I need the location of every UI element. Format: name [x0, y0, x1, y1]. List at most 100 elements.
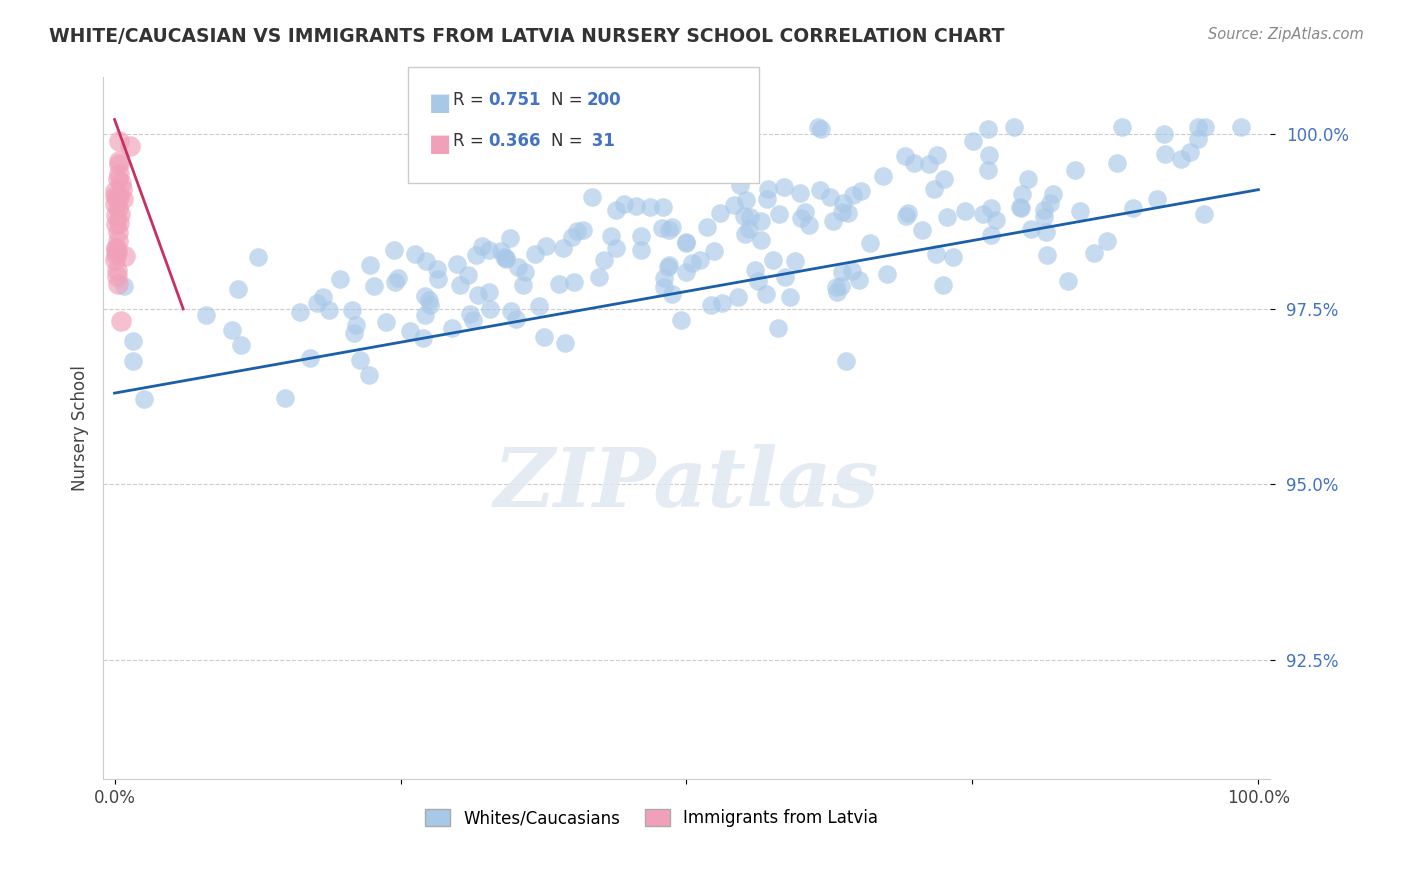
Point: [561, 229, 583, 244]
Point: [572, 223, 595, 237]
Point: [112, 192, 135, 206]
Point: [831, 196, 853, 211]
Point: [703, 244, 725, 259]
Point: [536, 239, 558, 253]
Point: [605, 241, 627, 255]
Text: N =: N =: [551, 91, 588, 109]
Point: [807, 120, 830, 134]
Point: [894, 209, 917, 223]
Point: [461, 313, 484, 327]
Point: [651, 200, 673, 214]
Point: [592, 252, 614, 267]
Text: R =: R =: [453, 91, 489, 109]
Point: [108, 153, 131, 168]
Point: [104, 188, 127, 202]
Point: [527, 299, 550, 313]
Point: [318, 302, 340, 317]
Point: [415, 254, 437, 268]
Point: [630, 243, 652, 257]
Point: [274, 391, 297, 405]
Point: [359, 368, 381, 383]
Point: [305, 296, 328, 310]
Point: [1154, 147, 1177, 161]
Point: [953, 204, 976, 219]
Point: [1017, 171, 1039, 186]
Point: [825, 285, 848, 300]
Point: [831, 205, 853, 219]
Point: [755, 286, 778, 301]
Point: [605, 203, 627, 218]
Point: [932, 172, 955, 186]
Point: [931, 277, 953, 292]
Point: [107, 201, 129, 215]
Point: [122, 334, 145, 349]
Point: [709, 205, 731, 219]
Point: [446, 257, 468, 271]
Point: [823, 213, 845, 227]
Point: [842, 188, 865, 202]
Point: [384, 275, 406, 289]
Point: [876, 267, 898, 281]
Point: [728, 178, 751, 192]
Point: [652, 280, 675, 294]
Point: [104, 241, 127, 255]
Point: [426, 271, 449, 285]
Point: [681, 255, 703, 269]
Text: 200: 200: [586, 91, 621, 109]
Point: [1083, 246, 1105, 260]
Point: [675, 235, 697, 250]
Point: [849, 184, 872, 198]
Text: 31: 31: [586, 132, 616, 150]
Point: [600, 228, 623, 243]
Point: [551, 241, 574, 255]
Point: [312, 290, 335, 304]
Point: [426, 261, 449, 276]
Text: WHITE/CAUCASIAN VS IMMIGRANTS FROM LATVIA NURSERY SCHOOL CORRELATION CHART: WHITE/CAUCASIAN VS IMMIGRANTS FROM LATVI…: [49, 27, 1005, 45]
Point: [700, 298, 723, 312]
Point: [1105, 156, 1128, 170]
Point: [773, 270, 796, 285]
Point: [977, 122, 1000, 136]
Point: [104, 184, 127, 198]
Point: [818, 190, 841, 204]
Point: [104, 242, 127, 256]
Point: [1153, 127, 1175, 141]
Point: [524, 246, 547, 260]
Point: [689, 252, 711, 267]
Point: [492, 250, 515, 264]
Point: [449, 278, 471, 293]
Point: [794, 204, 817, 219]
Point: [747, 274, 769, 288]
Point: [903, 156, 925, 170]
Text: ZIPatlas: ZIPatlas: [494, 444, 879, 524]
Point: [221, 323, 243, 337]
Point: [418, 293, 440, 307]
Point: [1111, 120, 1133, 134]
Point: [498, 231, 520, 245]
Point: [980, 228, 1002, 243]
Y-axis label: Nursery School: Nursery School: [72, 365, 89, 491]
Point: [111, 182, 134, 196]
Point: [508, 260, 530, 274]
Point: [918, 157, 941, 171]
Point: [638, 200, 661, 214]
Point: [911, 223, 934, 237]
Point: [837, 206, 859, 220]
Point: [738, 221, 761, 235]
Point: [108, 167, 131, 181]
Point: [108, 134, 131, 148]
Point: [962, 134, 984, 148]
Point: [565, 224, 588, 238]
Point: [897, 206, 920, 220]
Point: [977, 162, 1000, 177]
Text: N =: N =: [551, 132, 588, 150]
Point: [404, 247, 426, 261]
Point: [1002, 120, 1025, 134]
Point: [790, 211, 813, 225]
Text: ■: ■: [429, 91, 451, 115]
Point: [831, 265, 853, 279]
Point: [696, 219, 718, 234]
Point: [980, 201, 1002, 215]
Point: [107, 277, 129, 292]
Point: [108, 157, 131, 171]
